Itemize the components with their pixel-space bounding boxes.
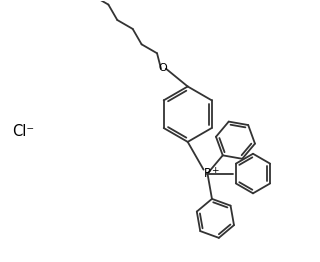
Text: P: P [204,167,211,180]
Text: +: + [211,166,218,175]
Text: Cl⁻: Cl⁻ [12,123,35,139]
Text: O: O [159,63,167,73]
